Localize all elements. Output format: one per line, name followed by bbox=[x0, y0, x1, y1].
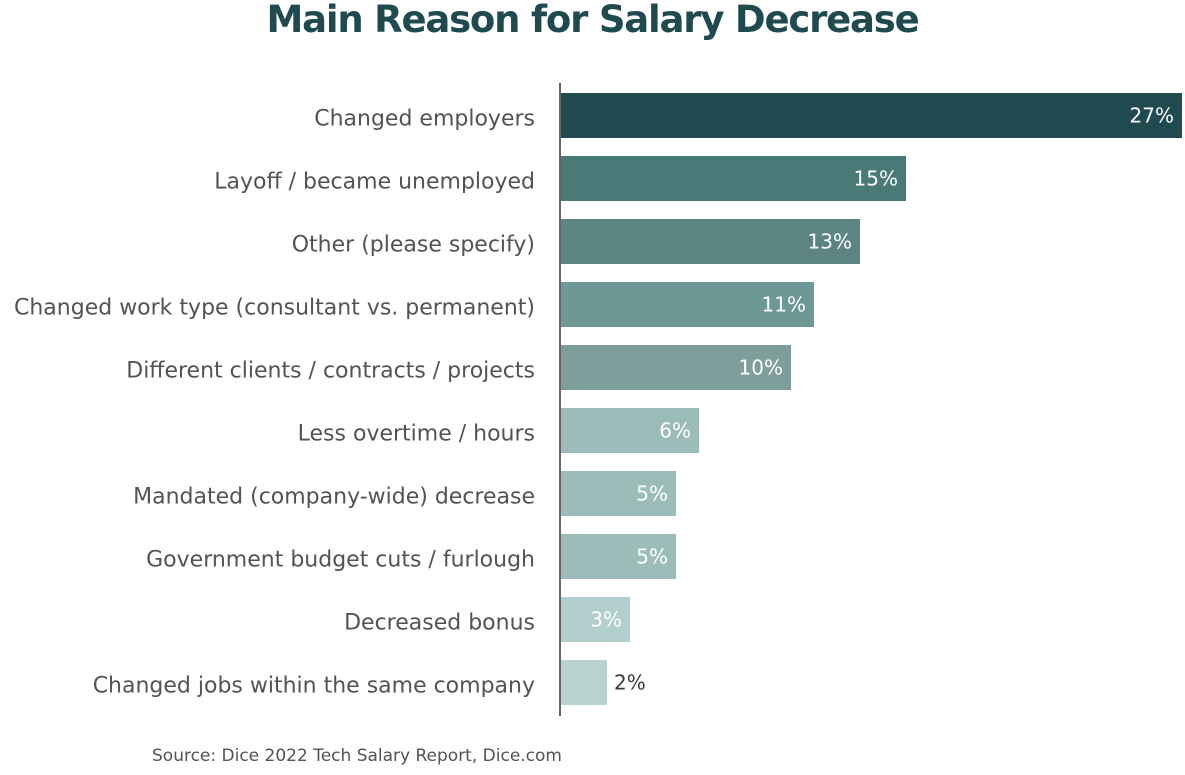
category-label: Changed work type (consultant vs. perman… bbox=[14, 296, 535, 321]
bar bbox=[561, 597, 630, 642]
value-label: 11% bbox=[762, 293, 806, 317]
bar bbox=[561, 156, 906, 201]
category-label: Changed employers bbox=[314, 107, 535, 132]
value-label: 6% bbox=[659, 419, 691, 443]
category-label: Decreased bonus bbox=[344, 611, 535, 636]
bar bbox=[561, 282, 814, 327]
bar bbox=[561, 408, 699, 453]
bar bbox=[561, 345, 791, 390]
value-label: 5% bbox=[636, 545, 668, 569]
bars-group: Changed employers 27% Layoff / became unem… bbox=[14, 93, 1182, 705]
bar bbox=[561, 534, 676, 579]
bar bbox=[561, 219, 860, 264]
value-label: 13% bbox=[808, 230, 852, 254]
category-label: Mandated (company-wide) decrease bbox=[133, 485, 535, 510]
bar bbox=[561, 660, 607, 705]
value-label: 2% bbox=[614, 671, 646, 695]
bar bbox=[561, 93, 1182, 138]
category-label: Different clients / contracts / projects bbox=[126, 359, 535, 384]
bar bbox=[561, 471, 676, 516]
value-label: 15% bbox=[854, 167, 898, 191]
category-label: Government budget cuts / furlough bbox=[146, 548, 535, 573]
category-label: Less overtime / hours bbox=[298, 422, 535, 447]
value-label: 5% bbox=[636, 482, 668, 506]
category-label: Changed jobs within the same company bbox=[93, 674, 535, 699]
category-label: Other (please specify) bbox=[292, 233, 535, 258]
value-label: 3% bbox=[590, 608, 622, 632]
value-label: 27% bbox=[1130, 104, 1174, 128]
category-label: Layoff / became unemployed bbox=[214, 170, 535, 195]
source-note: Source: Dice 2022 Tech Salary Report, Di… bbox=[152, 746, 562, 766]
value-label: 10% bbox=[739, 356, 783, 380]
chart-title: Main Reason for Salary Decrease bbox=[266, 0, 919, 41]
